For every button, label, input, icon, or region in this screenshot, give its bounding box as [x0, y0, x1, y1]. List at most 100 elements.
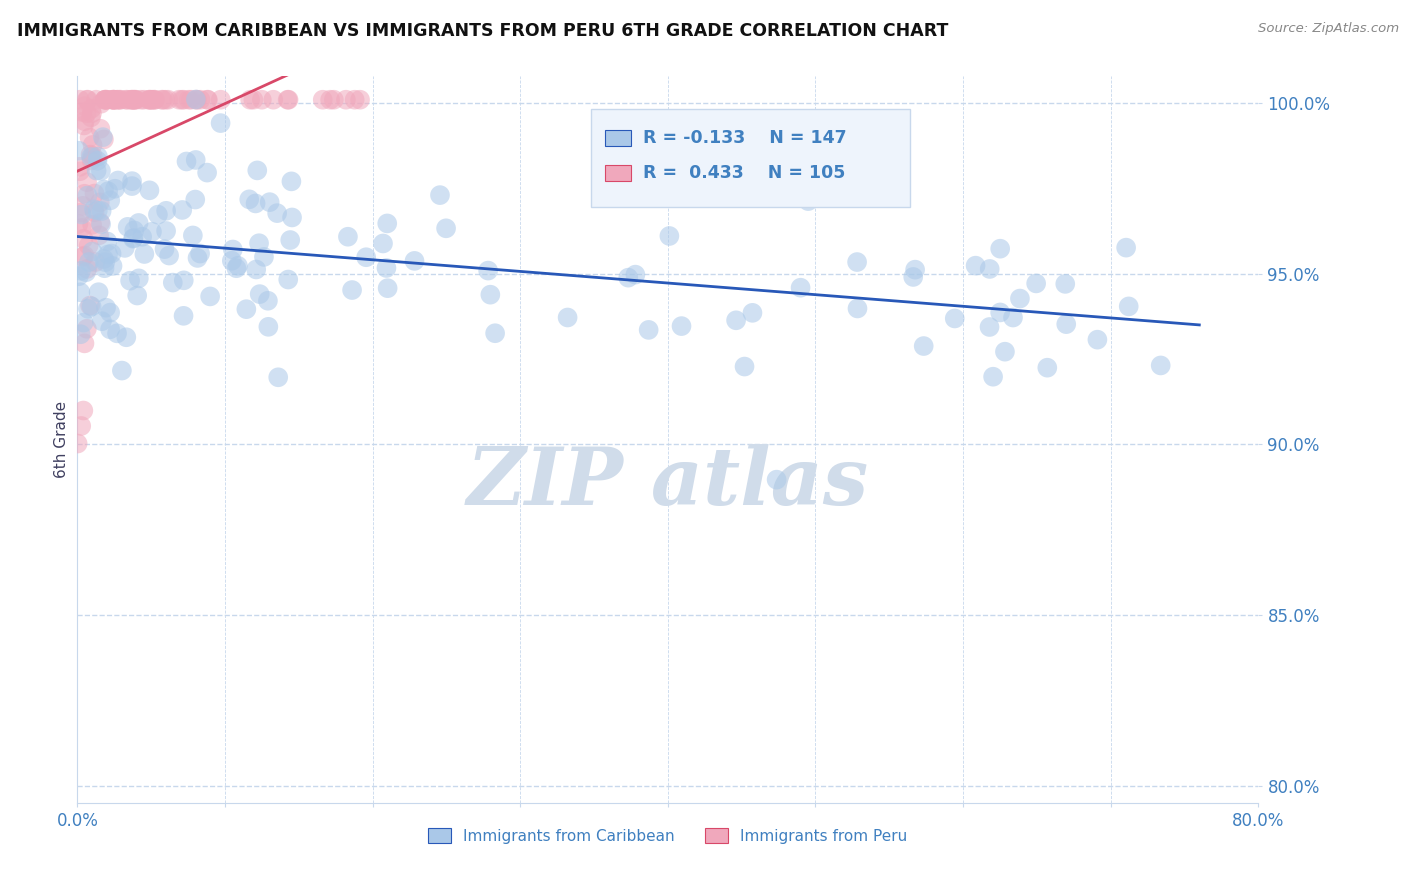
- Point: [75, 265, 97, 279]
- Point: [128, 271, 150, 285]
- Point: [69, 285, 91, 300]
- Point: [765, 473, 787, 487]
- Point: [70, 205, 93, 219]
- Point: [96, 235, 118, 249]
- Point: [110, 93, 132, 107]
- Point: [1008, 292, 1031, 306]
- Point: [98, 322, 121, 336]
- Text: Source: ZipAtlas.com: Source: ZipAtlas.com: [1258, 22, 1399, 36]
- FancyBboxPatch shape: [605, 130, 631, 146]
- Point: [121, 93, 143, 107]
- Point: [195, 165, 218, 179]
- Point: [84, 93, 107, 107]
- Point: [84, 255, 107, 269]
- Point: [186, 93, 208, 107]
- Point: [479, 287, 502, 301]
- Point: [103, 93, 125, 107]
- Point: [226, 259, 249, 273]
- Point: [94, 301, 117, 315]
- Point: [734, 359, 756, 374]
- Point: [429, 188, 451, 202]
- Point: [249, 287, 271, 301]
- Point: [239, 93, 262, 107]
- Point: [181, 228, 204, 243]
- Point: [434, 221, 457, 235]
- Point: [281, 211, 304, 225]
- Point: [988, 242, 1011, 256]
- Point: [94, 255, 117, 269]
- Point: [209, 116, 232, 130]
- Point: [73, 119, 96, 133]
- Point: [375, 216, 398, 230]
- Point: [138, 93, 160, 107]
- Point: [173, 93, 195, 107]
- Point: [89, 121, 111, 136]
- Point: [80, 153, 103, 168]
- Point: [257, 293, 280, 308]
- Point: [266, 206, 288, 220]
- Point: [197, 93, 219, 107]
- Point: [66, 436, 89, 450]
- Point: [122, 93, 145, 107]
- Point: [129, 93, 152, 107]
- Point: [170, 93, 193, 107]
- Point: [77, 255, 100, 269]
- Point: [184, 193, 207, 207]
- Point: [1054, 317, 1077, 331]
- Point: [69, 160, 91, 174]
- Point: [105, 93, 128, 107]
- Text: IMMIGRANTS FROM CARIBBEAN VS IMMIGRANTS FROM PERU 6TH GRADE CORRELATION CHART: IMMIGRANTS FROM CARIBBEAN VS IMMIGRANTS …: [17, 22, 948, 40]
- Point: [76, 93, 98, 107]
- Point: [93, 132, 115, 146]
- Point: [994, 344, 1017, 359]
- Point: [121, 174, 143, 188]
- Point: [198, 289, 221, 303]
- Point: [741, 306, 763, 320]
- Point: [80, 150, 103, 164]
- Point: [72, 232, 94, 246]
- Point: [225, 261, 247, 276]
- Point: [122, 223, 145, 237]
- Point: [1118, 299, 1140, 313]
- Point: [142, 93, 165, 107]
- Point: [138, 183, 160, 197]
- Point: [90, 204, 112, 219]
- Point: [965, 259, 987, 273]
- FancyBboxPatch shape: [591, 109, 910, 207]
- Point: [69, 327, 91, 342]
- Point: [789, 281, 811, 295]
- Point: [90, 217, 112, 231]
- Point: [617, 270, 640, 285]
- Point: [1025, 277, 1047, 291]
- Point: [184, 153, 207, 167]
- Point: [173, 309, 195, 323]
- Point: [98, 305, 121, 319]
- Point: [120, 274, 142, 288]
- Point: [86, 163, 108, 178]
- Point: [180, 93, 202, 107]
- Y-axis label: 6th Grade: 6th Grade: [53, 401, 69, 478]
- Point: [336, 229, 359, 244]
- Point: [72, 403, 94, 417]
- Point: [247, 236, 270, 251]
- Point: [77, 238, 100, 252]
- Point: [83, 186, 105, 201]
- Point: [70, 220, 93, 235]
- Point: [131, 229, 153, 244]
- Point: [100, 246, 122, 260]
- Point: [97, 184, 120, 198]
- Point: [73, 114, 96, 128]
- Point: [173, 273, 195, 287]
- FancyBboxPatch shape: [605, 165, 631, 181]
- Point: [319, 93, 342, 107]
- Point: [134, 247, 156, 261]
- Point: [94, 93, 117, 107]
- Point: [141, 93, 163, 107]
- Point: [122, 231, 145, 245]
- Point: [637, 323, 659, 337]
- Point: [172, 202, 194, 217]
- Point: [157, 93, 180, 107]
- Point: [73, 248, 96, 262]
- Point: [67, 269, 90, 284]
- Point: [354, 250, 377, 264]
